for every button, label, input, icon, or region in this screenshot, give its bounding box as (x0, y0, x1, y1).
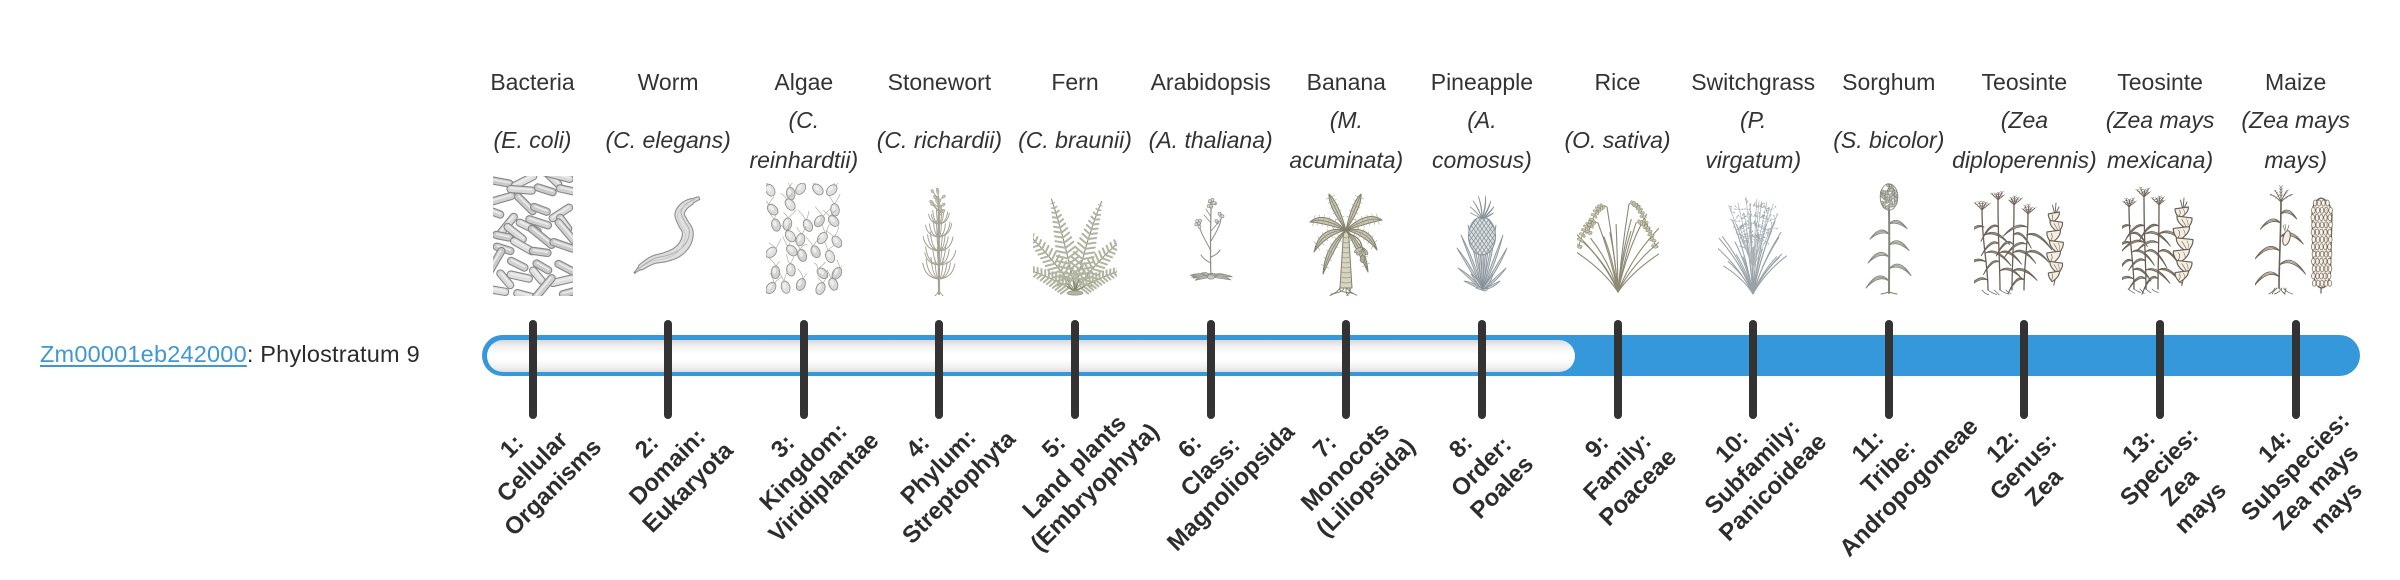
organism-common-name: Teosinte (1981, 69, 2068, 95)
scientific-name-line: reinhardtii) (749, 147, 859, 173)
stratum-column-7: Banana (M. acuminata) (1236, 56, 1456, 296)
stratum-column-3: Algae (C. reinhardtii) (694, 56, 914, 296)
teosinte2-illustration (2050, 180, 2270, 296)
stratum-column-4: Stonewort (C. richardii) (829, 56, 1049, 296)
teosinte1-illustration (1914, 180, 2134, 296)
worm-illustration (558, 180, 778, 296)
stratum-tick-13 (2156, 320, 2165, 419)
organism-common-name: Algae (774, 69, 834, 95)
bacteria-illustration (423, 176, 643, 296)
organism-scientific-name: (Zea mays mays) (2186, 100, 2400, 180)
stratum-column-6: Arabidopsis (A. thaliana) (1101, 56, 1321, 296)
scientific-name-line: (A. thaliana) (1148, 127, 1273, 153)
organism-common-name: Arabidopsis (1150, 69, 1271, 95)
stratum-tick-14 (2291, 320, 2300, 419)
scientific-name-line: comosus) (1432, 147, 1532, 173)
scientific-name-line: (Zea mays (2241, 107, 2350, 133)
stratum-tick-11 (1884, 320, 1893, 419)
gene-phylostratum-text: : Phylostratum 9 (246, 341, 420, 367)
organism-scientific-name: (Zea diploperennis) (1914, 100, 2134, 180)
banana-illustration (1236, 180, 1456, 296)
organism-scientific-name: (E. coli) (423, 100, 643, 180)
maize-illustration (2186, 180, 2400, 296)
stratum-tick-8 (1477, 320, 1486, 419)
gene-label: Zm00001eb242000: Phylostratum 9 (40, 341, 420, 368)
stratum-tick-9 (1613, 320, 1622, 419)
stratum-column-2: Worm (C. elegans) (558, 56, 778, 296)
scientific-name-line: (Zea (2000, 107, 2049, 133)
scientific-name-line: mexicana) (2107, 147, 2214, 173)
scientific-name-line: (A. (1467, 107, 1497, 133)
stratum-column-5: Fern (C. braunii) (965, 56, 1185, 296)
stratum-column-11: Sorghum (S. bicolor) (1779, 56, 1999, 296)
stratum-tick-2 (664, 320, 673, 419)
organism-scientific-name: (A. comosus) (1372, 100, 1592, 180)
organism-common-name: Fern (1051, 69, 1099, 95)
scientific-name-line: (C. elegans) (605, 127, 731, 153)
rice-illustration (1508, 180, 1728, 296)
stratum-column-8: Pineapple (A. comosus) (1372, 56, 1592, 296)
organism-scientific-name: (C. braunii) (965, 100, 1185, 180)
stratum-tick-12 (2020, 320, 2029, 419)
algae-illustration (694, 180, 914, 296)
organism-scientific-name: (M. acuminata) (1236, 100, 1456, 180)
stratum-tick-3 (799, 320, 808, 419)
organism-scientific-name: (S. bicolor) (1779, 100, 1999, 180)
scientific-name-line: (E. coli) (493, 127, 572, 153)
gene-link[interactable]: Zm00001eb242000 (40, 341, 247, 367)
pineapple-illustration (1372, 180, 1592, 296)
organism-scientific-name: (C. elegans) (558, 100, 778, 180)
arabidopsis-illustration (1101, 180, 1321, 296)
organism-scientific-name: (A. thaliana) (1101, 100, 1321, 180)
scientific-name-line: (S. bicolor) (1833, 127, 1945, 153)
scientific-name-line: (P. (1739, 107, 1767, 133)
stratum-tick-6 (1206, 320, 1215, 419)
organism-common-name: Switchgrass (1691, 69, 1816, 95)
fern-illustration (965, 180, 1185, 296)
scientific-name-line: (C. (788, 107, 820, 133)
stratum-column-10: Switchgrass (P. virgatum) (1643, 56, 1863, 296)
scientific-name-line: (C. braunii) (1018, 127, 1132, 153)
scientific-name-line: diploperennis) (1952, 147, 2097, 173)
scientific-name-line: (C. richardii) (876, 127, 1002, 153)
stratum-column-12: Teosinte (Zea diploperennis) (1914, 56, 2134, 296)
stratum-tick-5 (1071, 320, 1079, 419)
organism-common-name: Bacteria (490, 69, 575, 95)
stratum-column-13: Teosinte (Zea mays mexicana) (2050, 56, 2270, 296)
stratum-column-9: Rice (O. sativa) (1508, 56, 1728, 296)
organism-scientific-name: (Zea mays mexicana) (2050, 100, 2270, 180)
scientific-name-line: (Zea mays (2105, 107, 2215, 133)
organism-common-name: Teosinte (2117, 69, 2203, 95)
scientific-name-line: mays) (2264, 147, 2327, 173)
switchgrass-illustration (1643, 180, 1863, 296)
stratum-tick-7 (1342, 320, 1351, 419)
stratum-column-1: Bacteria (E. coli) (423, 56, 643, 296)
organism-common-name: Stonewort (887, 69, 992, 95)
scientific-name-line: virgatum) (1705, 147, 1802, 173)
stonewort-illustration (829, 180, 1049, 296)
organism-common-name: Sorghum (1842, 69, 1936, 95)
stratum-tick-10 (1749, 320, 1758, 419)
scientific-name-line: (M. (1329, 107, 1363, 133)
stratum-column-14: Maize (Zea mays mays) (2186, 56, 2400, 296)
organism-common-name: Maize (2265, 69, 2327, 95)
sorghum-illustration (1779, 180, 1999, 296)
organism-common-name: Banana (1306, 69, 1386, 95)
scientific-name-line: (O. sativa) (1564, 127, 1671, 153)
stratum-tick-4 (935, 320, 944, 419)
scientific-name-line: acuminata) (1289, 147, 1404, 173)
organism-scientific-name: (P. virgatum) (1643, 100, 1863, 180)
organism-common-name: Worm (637, 69, 699, 95)
organism-common-name: Rice (1594, 69, 1641, 95)
organism-common-name: Pineapple (1430, 69, 1534, 95)
organism-scientific-name: (C. reinhardtii) (694, 100, 914, 180)
organism-scientific-name: (C. richardii) (829, 100, 1049, 180)
stratum-tick-1 (528, 320, 537, 419)
organism-scientific-name: (O. sativa) (1508, 100, 1728, 180)
